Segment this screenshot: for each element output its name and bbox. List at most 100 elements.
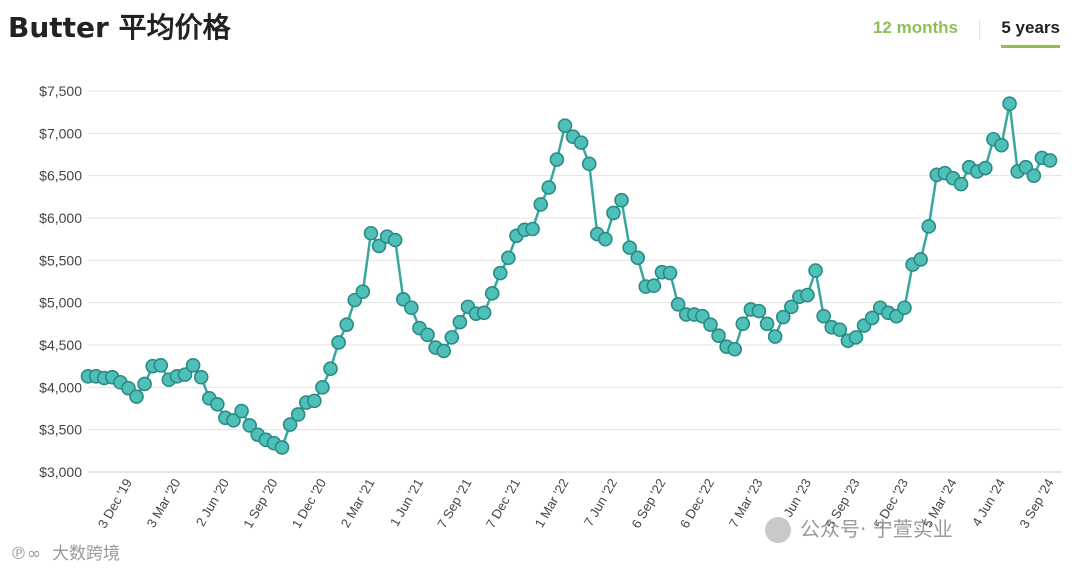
data-point: [452, 314, 468, 330]
data-point: [420, 327, 435, 343]
y-tick-label: $4,000: [39, 379, 82, 395]
data-point: [800, 287, 815, 303]
data-point: [307, 393, 322, 409]
data-point: [533, 197, 549, 212]
data-point: [921, 219, 937, 234]
data-point: [234, 403, 249, 419]
data-point: [282, 417, 298, 432]
data-point: [703, 317, 718, 332]
x-tick-label: 1 Sep '20: [240, 476, 280, 531]
data-point: [1042, 153, 1058, 168]
data-point: [759, 316, 775, 332]
data-point: [614, 192, 629, 208]
data-point: [371, 238, 387, 254]
wechat-icon: [765, 517, 791, 543]
y-tick-label: $5,000: [39, 295, 82, 311]
data-point: [646, 278, 662, 294]
data-point: [1002, 96, 1017, 111]
x-tick-label: 7 Jun '22: [581, 476, 620, 529]
page-title: Butter 平均价格: [8, 11, 231, 44]
x-tick-label: 7 Sep '21: [434, 476, 474, 531]
x-tick-label: 2 Mar '21: [338, 476, 378, 530]
data-point: [444, 330, 460, 345]
data-point: [436, 343, 451, 359]
data-point: [501, 250, 516, 266]
x-tick-label: 1 Jun '21: [387, 476, 426, 529]
data-point: [137, 376, 152, 392]
x-tick-label: 6 Dec '22: [677, 476, 717, 531]
data-point: [735, 316, 751, 332]
data-point: [242, 418, 257, 433]
data-point: [767, 329, 783, 344]
data-point: [557, 118, 573, 134]
x-tick-label: 1 Dec '20: [289, 476, 329, 531]
data-point: [492, 265, 508, 281]
data-point: [363, 225, 379, 241]
tab-5-years[interactable]: 5 years: [1001, 18, 1060, 48]
watermark-right: 公众号· 宁萱实业: [765, 517, 953, 543]
data-point: [573, 135, 589, 150]
data-point: [832, 322, 848, 338]
data-point: [476, 305, 492, 321]
data-point: [751, 303, 767, 319]
data-point: [711, 328, 726, 343]
data-point: [662, 265, 678, 281]
tab-12-months[interactable]: 12 months: [872, 18, 958, 37]
data-point: [670, 297, 686, 312]
data-point: [622, 240, 637, 255]
x-tick-label: 3 Dec '19: [95, 476, 135, 531]
x-tick-label: 4 Jun '24: [969, 476, 1008, 529]
watermark-left-text: 大数跨境: [52, 544, 120, 564]
data-point: [484, 286, 500, 301]
tab-divider: [979, 20, 980, 40]
y-tick-label: $5,500: [39, 252, 82, 268]
data-point: [727, 341, 743, 357]
data-point: [525, 221, 540, 237]
x-tick-label: 7 Dec '21: [483, 476, 523, 531]
data-point: [784, 299, 799, 315]
data-point: [606, 205, 621, 221]
data-point: [541, 180, 557, 195]
x-tick-label: 3 Sep '24: [1016, 476, 1056, 531]
data-point: [897, 300, 912, 316]
data-point: [129, 389, 144, 404]
x-tick-label: 6 Sep '22: [628, 476, 668, 531]
y-tick-label: $6,000: [39, 210, 82, 226]
data-point: [210, 396, 225, 412]
data-point: [864, 310, 880, 326]
data-point: [1026, 168, 1042, 183]
data-point: [290, 407, 306, 422]
watermark-left: ℗∞ 大数跨境: [10, 544, 120, 564]
x-tick-label: 1 Mar '22: [532, 476, 572, 530]
data-point: [808, 263, 823, 278]
data-point: [355, 284, 371, 299]
data-point: [816, 308, 831, 324]
data-point: [339, 317, 354, 332]
data-point: [913, 252, 928, 267]
data-point: [978, 160, 993, 176]
data-point: [274, 440, 290, 455]
y-tick-label: $3,500: [39, 422, 82, 438]
watermark-right-text: 公众号· 宁萱实业: [800, 517, 953, 541]
data-point: [331, 335, 346, 350]
data-point: [193, 369, 209, 385]
data-point: [153, 358, 169, 373]
data-point: [549, 152, 565, 167]
x-tick-label: 7 Mar '23: [726, 476, 766, 530]
y-tick-label: $7,000: [39, 125, 82, 141]
y-tick-label: $7,500: [39, 83, 82, 99]
data-point: [581, 156, 597, 172]
watermark-logo-icon: ℗∞: [10, 544, 41, 564]
data-point: [387, 232, 403, 248]
data-point: [953, 176, 969, 192]
x-tick-label: 2 Jun '20: [193, 476, 232, 529]
y-tick-label: $6,500: [39, 168, 82, 184]
data-point: [775, 309, 791, 325]
data-point: [994, 137, 1009, 153]
data-point: [185, 358, 201, 373]
series-line: [88, 102, 1051, 449]
data-point: [315, 380, 330, 395]
data-point: [226, 413, 241, 428]
y-tick-label: $4,500: [39, 337, 82, 353]
